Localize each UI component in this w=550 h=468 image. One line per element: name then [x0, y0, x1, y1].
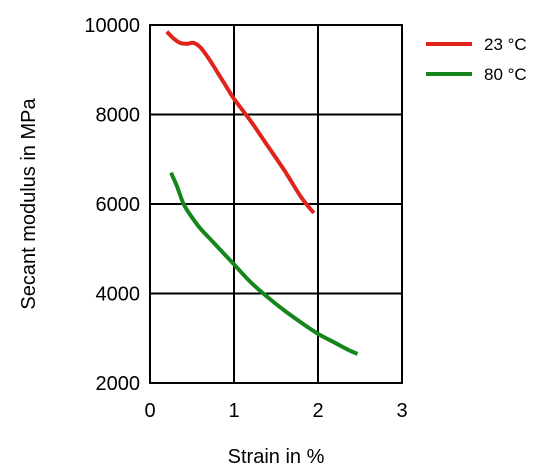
y-tick-label: 4000	[96, 284, 141, 306]
plot-area-frame	[149, 24, 403, 384]
x-axis-label: Strain in %	[228, 446, 325, 468]
x-tick-labels: 0 1 2 3	[144, 400, 407, 422]
legend-item: 23 °C	[426, 35, 527, 54]
y-tick-label: 10000	[84, 15, 140, 37]
legend-label: 80 °C	[484, 65, 527, 84]
legend: 23 °C 80 °C	[426, 35, 527, 84]
y-tick-labels: 2000 4000 6000 8000 10000	[84, 15, 140, 395]
x-tick-label: 2	[312, 400, 323, 422]
x-tick-label: 1	[228, 400, 239, 422]
series-line-1	[165, 30, 316, 215]
legend-item: 80 °C	[426, 65, 527, 84]
y-tick-label: 2000	[96, 373, 141, 395]
x-tick-label: 0	[144, 400, 155, 422]
legend-label: 23 °C	[484, 35, 527, 54]
y-tick-label: 8000	[96, 105, 141, 127]
grid-lines	[149, 24, 403, 384]
y-axis-label: Secant modulus in MPa	[18, 98, 40, 310]
x-tick-label: 3	[396, 400, 407, 422]
series-line-2	[169, 171, 359, 356]
y-tick-label: 6000	[96, 194, 141, 216]
series-lines	[165, 30, 359, 356]
